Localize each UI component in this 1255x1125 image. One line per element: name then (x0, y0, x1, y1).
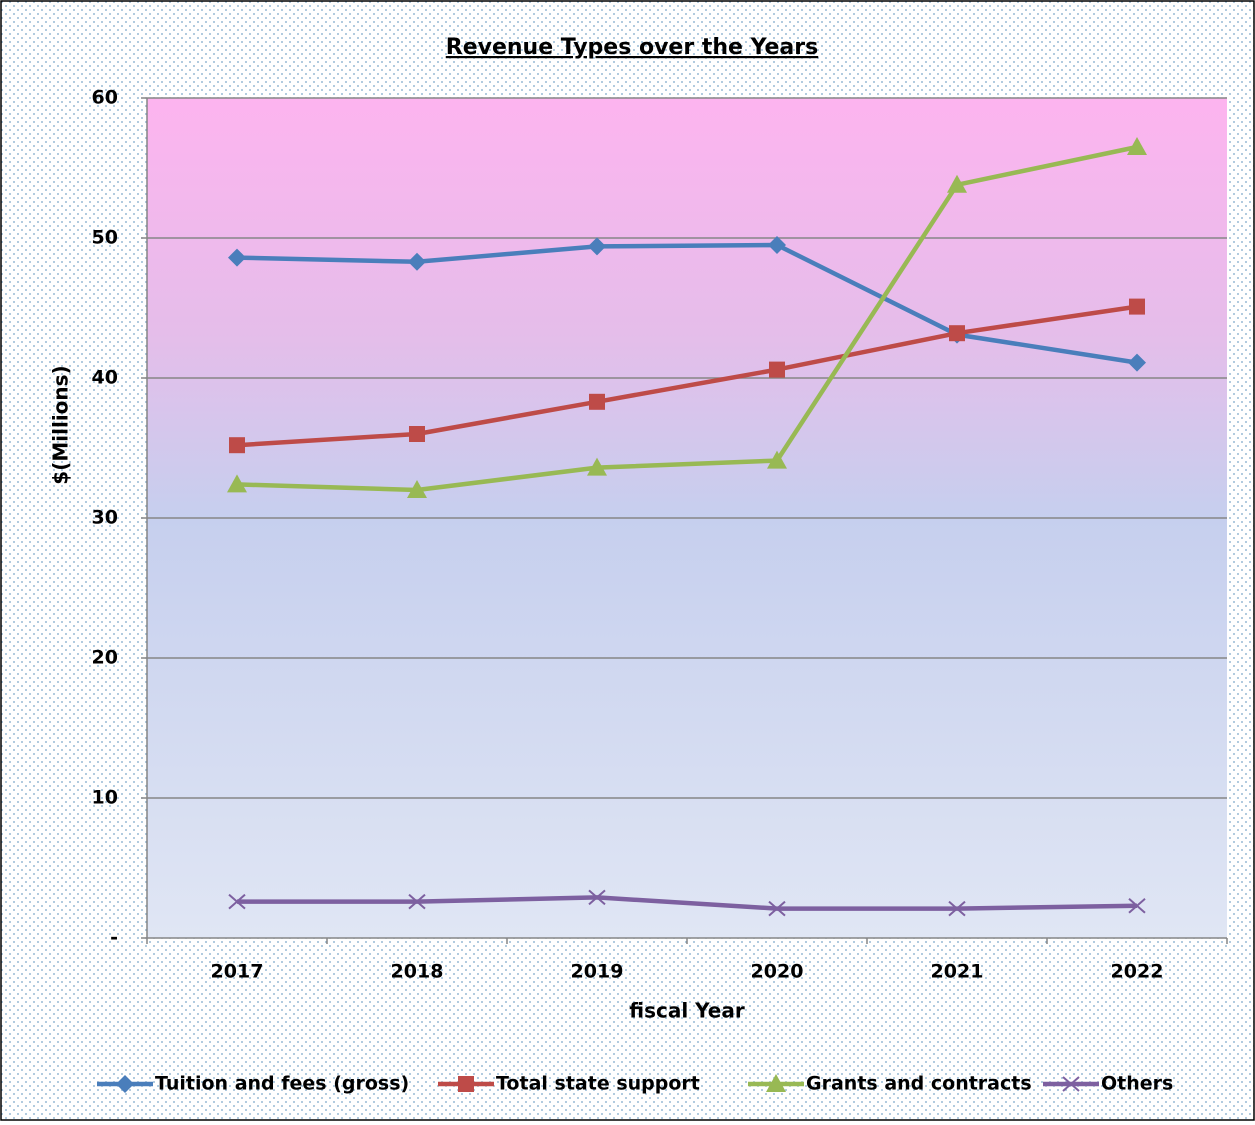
marker (589, 393, 605, 410)
legend-label: Total state support (496, 1073, 700, 1095)
y-tick-label: 60 (92, 87, 118, 109)
legend-label: Tuition and fees (gross) (155, 1073, 409, 1095)
marker (949, 325, 965, 342)
marker (1128, 353, 1146, 372)
series-line (236, 304, 1138, 448)
y-tick-label: - (110, 927, 118, 949)
legend-label: Others (1101, 1073, 1173, 1095)
series-line (237, 895, 1138, 911)
marker (588, 889, 606, 906)
marker (458, 1076, 474, 1092)
marker (229, 437, 245, 454)
marker (766, 1074, 786, 1092)
y-tick-label: 10 (92, 787, 118, 809)
marker (1127, 137, 1147, 155)
marker (1062, 1076, 1080, 1092)
marker (228, 893, 246, 910)
x-tick-label: 2020 (751, 961, 804, 983)
x-tick-label: 2018 (391, 961, 444, 983)
marker (409, 426, 425, 442)
x-tick-label: 2019 (571, 961, 624, 983)
y-tick-label: 30 (92, 507, 118, 529)
marker (769, 361, 785, 378)
marker (408, 252, 426, 271)
marker (407, 480, 427, 498)
x-tick-label: 2017 (211, 961, 264, 983)
series-line (236, 242, 1138, 365)
marker (768, 236, 786, 254)
y-axis-title: $(Millions) (49, 365, 73, 484)
y-tick-label: 20 (92, 647, 118, 669)
marker (587, 457, 607, 476)
marker (227, 474, 247, 493)
marker (1128, 898, 1146, 914)
y-tick-label: 50 (92, 227, 118, 249)
marker (947, 174, 967, 193)
x-tick-label: 2021 (931, 961, 984, 983)
series-line (236, 144, 1138, 493)
chart-title: Revenue Types over the Years (446, 35, 818, 60)
marker (1129, 298, 1145, 315)
marker (768, 900, 786, 917)
marker (948, 900, 966, 917)
marker (588, 237, 606, 256)
marker (116, 1075, 134, 1093)
x-axis-title: fiscal Year (629, 999, 745, 1023)
x-tick-label: 2022 (1111, 961, 1164, 983)
marker (408, 893, 426, 910)
marker (228, 248, 246, 267)
marker (767, 450, 787, 469)
y-tick-label: 40 (92, 367, 118, 389)
legend-label: Grants and contracts (806, 1073, 1032, 1095)
